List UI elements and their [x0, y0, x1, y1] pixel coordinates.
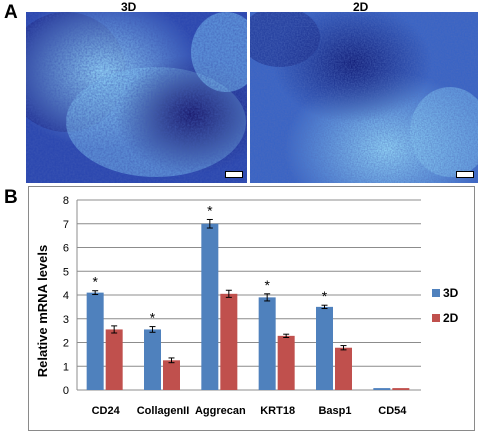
x-tick-label: CD54: [378, 405, 407, 417]
significance-marker: *: [322, 288, 328, 304]
significance-marker: *: [92, 274, 98, 290]
x-tick-label: CD24: [92, 405, 121, 417]
y-tick-label: 5: [63, 266, 69, 278]
x-tick-label: Basp1: [318, 405, 351, 417]
y-tick-label: 2: [63, 338, 69, 350]
x-tick-label: KRT18: [260, 405, 295, 417]
micrograph-3d: [26, 12, 247, 183]
panel-b-letter: B: [4, 187, 18, 208]
y-tick-label: 3: [63, 314, 69, 326]
legend-swatch-3d: [432, 289, 440, 297]
bar-2d-krt18: [277, 335, 295, 390]
bar-3d-krt18: [258, 297, 276, 390]
legend-swatch-2d: [432, 314, 440, 322]
bars: * * * * *: [86, 202, 410, 390]
y-axis-label: Relative mRNA levels: [35, 245, 50, 377]
y-tick-label: 8: [63, 195, 69, 207]
left-image-label: 3D: [121, 0, 137, 14]
bar-2d-aggrecan: [220, 293, 238, 390]
micrograph-2d-texture: [250, 12, 478, 183]
y-tick-label: 4: [63, 290, 69, 302]
significance-marker: *: [150, 310, 156, 326]
axes: 0 1 2 3 4 5 6 7 8 CD24 CollagenII Aggrecan KRT18 Basp…: [63, 195, 407, 417]
significance-marker: *: [264, 277, 270, 293]
y-tick-label: 0: [63, 385, 69, 397]
y-tick-label: 6: [63, 243, 69, 255]
grid-lines: [77, 199, 421, 391]
bar-3d-collagenii: [144, 329, 161, 390]
legend-label-3d: 3D: [443, 286, 459, 300]
bar-3d-basp1: [316, 306, 333, 390]
legend: 3D 2D: [432, 286, 459, 325]
y-tick-label: 7: [63, 219, 69, 231]
bar-3d-cd24: [86, 292, 104, 390]
x-tick-label: CollagenII: [137, 405, 190, 417]
scale-bar-2d: [456, 171, 474, 178]
bar-3d-aggrecan: [201, 223, 219, 390]
micrograph-3d-texture: [26, 12, 247, 183]
y-tick-label: 1: [63, 361, 69, 373]
panel-a-letter: A: [4, 2, 18, 23]
right-image-label: 2D: [353, 0, 369, 14]
scale-bar-3d: [225, 171, 243, 178]
significance-marker: *: [207, 202, 213, 218]
bar-2d-basp1: [335, 347, 352, 390]
bar-chart: * * * * * 0 1 2 3 4 5 6 7 8 CD24 CollagenII Aggrecan KRT…: [35, 195, 459, 417]
bar-2d-collagenii: [163, 360, 180, 390]
bar-2d-cd24: [105, 329, 123, 390]
micrograph-2d: [250, 12, 478, 183]
bar-3d-cd54: [373, 388, 391, 390]
legend-label-2d: 2D: [443, 311, 459, 325]
x-tick-label: Aggrecan: [195, 405, 246, 417]
bar-2d-cd54: [392, 388, 410, 390]
chart-frame: * * * * * 0 1 2 3 4 5 6 7 8 CD24 CollagenII Aggrecan KRT…: [28, 186, 475, 431]
